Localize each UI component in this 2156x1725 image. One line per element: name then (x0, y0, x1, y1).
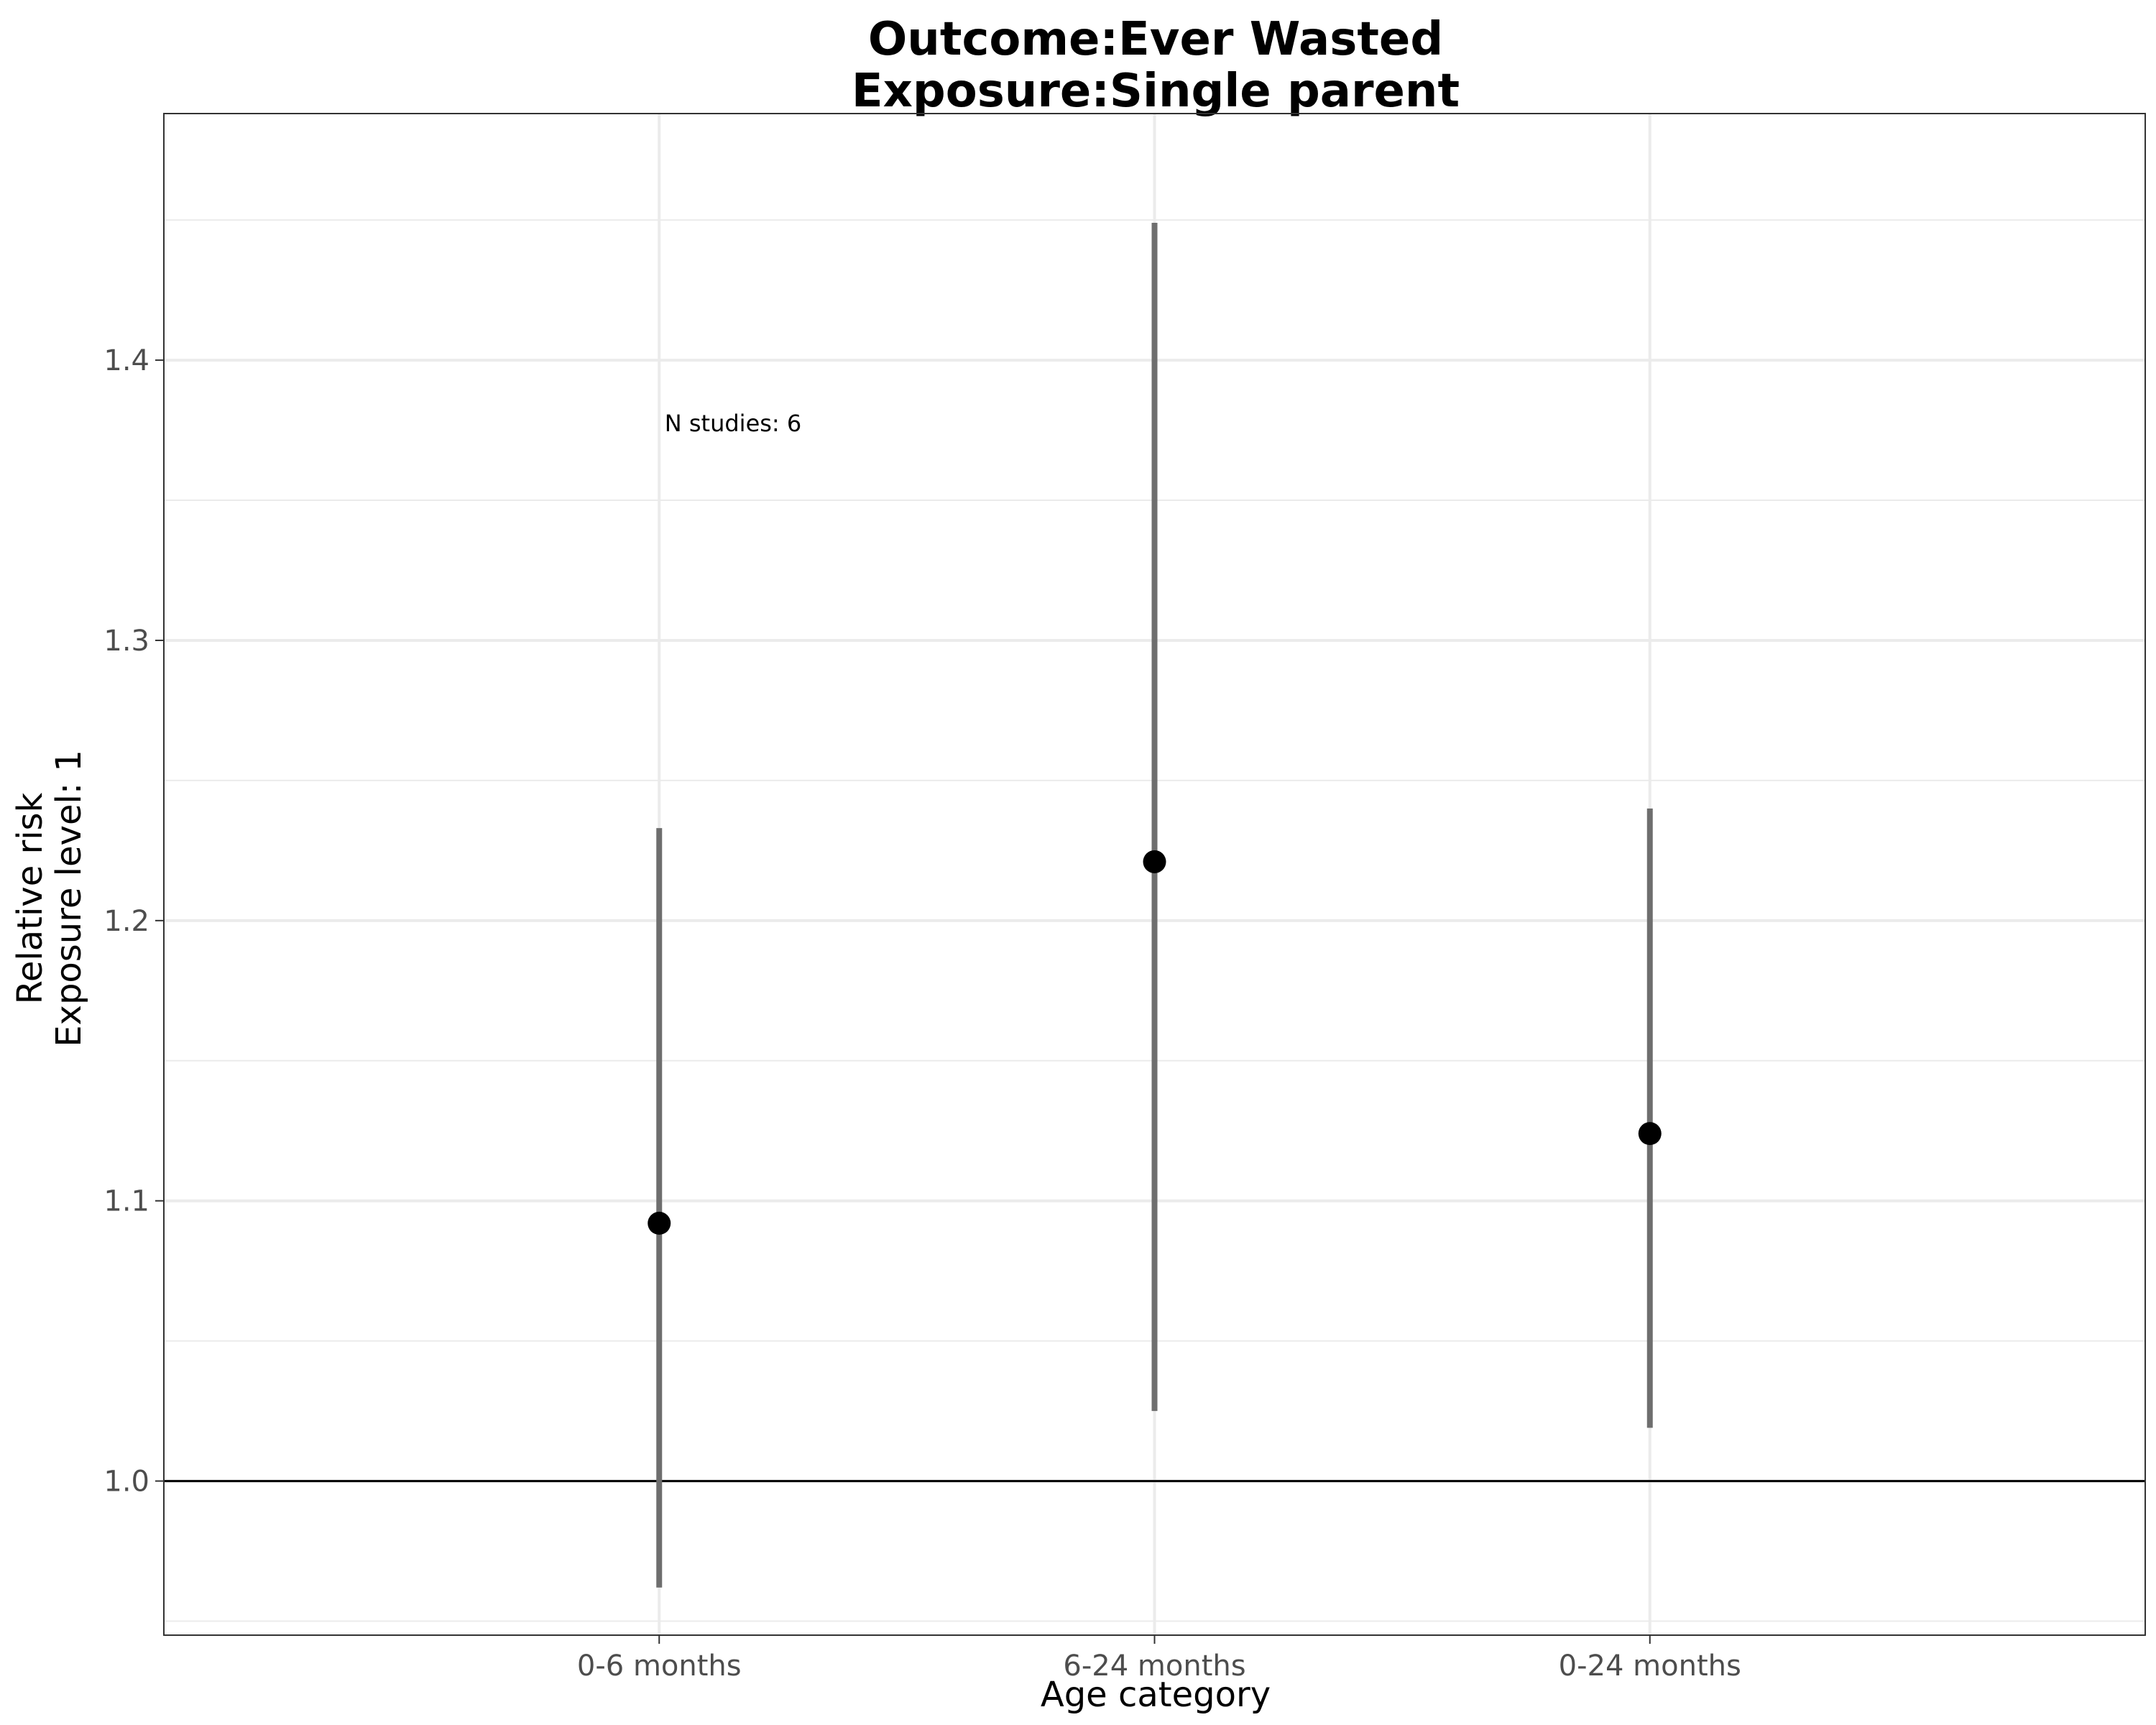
x-tick-label-0: 0-6 months (577, 1650, 742, 1683)
error-bars (656, 223, 1653, 1588)
x-axis-title: Age category (1041, 1675, 1271, 1715)
y-axis: 1.0 1.1 1.2 1.3 1.4 (103, 344, 164, 1499)
x-tick-label-2: 0-24 months (1559, 1650, 1741, 1683)
n-studies-annotation: N studies: 6 (665, 410, 801, 437)
chart-title: Outcome:Ever Wasted (868, 13, 1443, 66)
estimate-point-1 (1143, 850, 1166, 873)
y-tick-label-0: 1.0 (103, 1466, 149, 1499)
estimate-point-2 (1638, 1122, 1662, 1146)
y-tick-label-2: 1.2 (103, 905, 149, 938)
estimate-points (648, 850, 1662, 1235)
y-axis-title: Relative risk (10, 792, 50, 1004)
chart-subtitle: Exposure:Single parent (852, 65, 1460, 118)
x-tick-label-1: 6-24 months (1063, 1650, 1245, 1683)
y-tick-label-1: 1.1 (103, 1185, 149, 1218)
estimate-point-0 (648, 1211, 671, 1235)
y-tick-label-3: 1.3 (103, 625, 149, 658)
y-tick-label-4: 1.4 (103, 344, 149, 377)
y-axis-subtitle: Exposure level: 1 (49, 750, 89, 1047)
x-axis: 0-6 months 6-24 months 0-24 months (577, 1635, 1741, 1683)
